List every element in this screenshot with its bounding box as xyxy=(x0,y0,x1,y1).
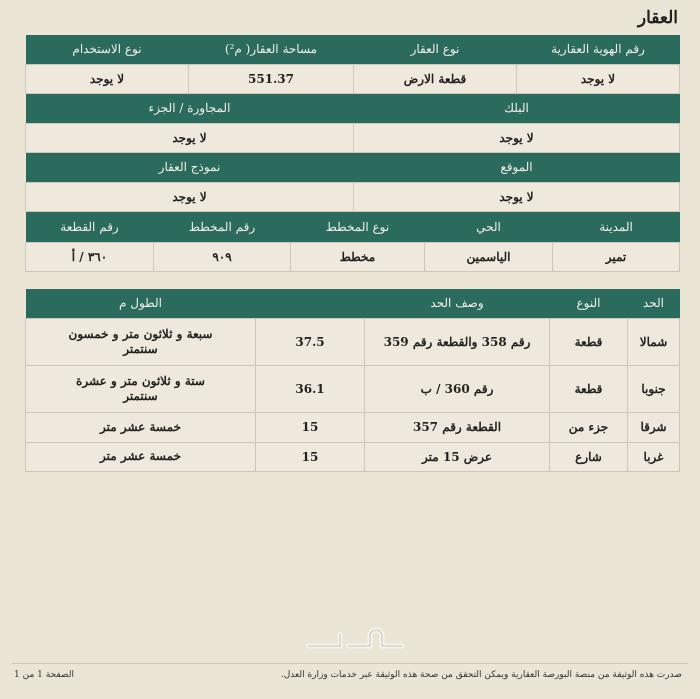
header-cell: البلك xyxy=(353,93,680,123)
footer-divider xyxy=(12,663,688,664)
boundary-cell: رقم 360 / ب xyxy=(364,364,550,413)
property-table-1: رقم الهوية العقارية نوع العقار مساحة العقا… xyxy=(25,35,680,212)
watermark-logo xyxy=(305,627,405,649)
boundary-row: شمالا قطعة رقم 358 والقطعة رقم 359 37.5 سبعة… xyxy=(25,317,680,366)
boundary-cell: شارع xyxy=(549,441,628,472)
header-cell: النوع xyxy=(549,289,628,318)
boundary-cell: ستة و ثلاثون متر و عشرة سنتمتر xyxy=(25,364,256,413)
boundary-cell: غربا xyxy=(627,441,680,472)
boundary-cell: شرقا xyxy=(627,411,680,443)
boundary-cell: خمسة عشر متر xyxy=(25,411,256,443)
value-cell: لا يوجد xyxy=(516,63,680,94)
value-cell: الياسمين xyxy=(424,241,553,272)
value-cell: ٩٠٩ xyxy=(153,241,291,272)
header-cell: رقم المخطط xyxy=(153,212,291,242)
boundary-cell: شمالا xyxy=(627,317,680,366)
header-cell: الحي xyxy=(424,212,553,242)
boundary-cell: 37.5 xyxy=(255,317,365,366)
boundary-cell: عرض 15 متر xyxy=(364,441,550,472)
location-table: المدينة الحي نوع المخطط رقم المخطط رقم القطع… xyxy=(25,212,680,272)
boundary-cell: جنوبا xyxy=(627,364,680,413)
value-cell: 551.37 xyxy=(188,63,354,94)
boundaries-table: الحد النوع وصف الحد الطول م شمالا قطعة رقم… xyxy=(25,289,680,472)
header-cell: نوع المخطط xyxy=(290,212,425,242)
boundary-cell: قطعة xyxy=(549,364,628,413)
boundary-cell: سبعة و ثلاثون متر و خمسون سنتمتر xyxy=(25,317,256,366)
header-cell: وصف الحد xyxy=(364,289,550,318)
value-cell: ٣٦٠ / أ xyxy=(25,241,154,272)
boundary-cell: رقم 358 والقطعة رقم 359 xyxy=(364,317,550,366)
header-cell: رقم الهوية العقارية xyxy=(516,35,680,64)
boundary-cell: خمسة عشر متر xyxy=(25,441,256,472)
header-cell: نوع العقار xyxy=(353,35,517,64)
section-title: العقار xyxy=(637,8,678,28)
boundary-cell: 36.1 xyxy=(255,364,365,413)
header-cell: المجاورة / الجزء xyxy=(25,93,354,123)
boundary-cell: جزء من xyxy=(549,411,628,443)
value-cell: لا يوجد xyxy=(25,181,354,212)
boundary-cell: 15 xyxy=(255,411,365,443)
value-cell: لا يوجد xyxy=(25,122,354,153)
header-cell: الموقع xyxy=(353,152,680,182)
header-cell: الحد xyxy=(627,289,680,318)
header-cell: رقم القطعة xyxy=(25,212,154,242)
header-cell: مساحة العقار( م²) xyxy=(188,35,354,64)
page-number: الصفحة 1 من 1 xyxy=(14,670,74,680)
boundary-row: شرقا جزء من القطعة رقم 357 15 خمسة عشر متر xyxy=(25,411,680,443)
header-cell: الطول م xyxy=(25,289,256,318)
value-cell: لا يوجد xyxy=(353,181,680,212)
footer-note: صدرت هذه الوثيقة من منصة البورصة العقاري… xyxy=(280,670,682,680)
value-cell: لا يوجد xyxy=(353,122,680,153)
boundary-row: جنوبا قطعة رقم 360 / ب 36.1 ستة و ثلاثون متر… xyxy=(25,364,680,413)
boundary-row: غربا شارع عرض 15 متر 15 خمسة عشر متر xyxy=(25,441,680,472)
value-cell: مخطط xyxy=(290,241,425,272)
header-cell-spacer xyxy=(255,289,365,318)
header-cell: المدينة xyxy=(552,212,680,242)
value-cell: لا يوجد xyxy=(25,63,189,94)
header-cell: نوع الاستخدام xyxy=(25,35,189,64)
boundary-cell: القطعة رقم 357 xyxy=(364,411,550,443)
boundary-cell: قطعة xyxy=(549,317,628,366)
boundary-cell: 15 xyxy=(255,441,365,472)
value-cell: قطعة الارض xyxy=(353,63,517,94)
value-cell: تمير xyxy=(552,241,680,272)
header-cell: نموذج العقار xyxy=(25,152,354,182)
